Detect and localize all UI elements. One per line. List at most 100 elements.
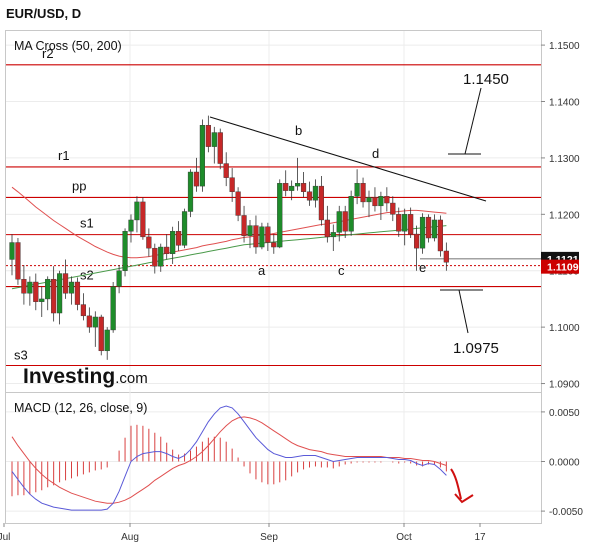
lower-target-pointer [458,289,469,334]
candle [33,273,39,311]
candle [39,286,45,317]
candle-body [348,196,354,232]
candle-body [80,304,87,317]
candle [384,187,390,212]
axes: 1.15001.14001.13001.12001.11001.10001.09… [0,41,583,543]
macd-panel [11,405,447,511]
candle [318,175,325,226]
current-price-tag-text: 1.1109 [547,262,579,274]
candle [15,238,21,285]
candle-body [235,191,241,216]
candle [92,311,98,347]
macd-panel-frame [5,392,542,524]
candle-body [217,132,223,164]
candle [235,187,241,222]
candle [193,157,200,192]
candle-body [110,286,116,331]
candle-body [318,185,325,221]
upper-target-label: 1.1450 [463,71,509,88]
candle-body [205,124,211,147]
candle-body [122,231,128,271]
candle-body [277,183,283,248]
candle-body [247,225,253,236]
candle [98,314,104,356]
price-axis-label: 1.0900 [549,380,580,391]
candle [122,228,128,277]
price-axis-label: 1.1500 [549,41,580,52]
candle [277,179,283,249]
candle-body [330,232,336,238]
candle [74,277,81,311]
candle-body [324,219,330,238]
candle-body [271,242,277,248]
candle [265,222,271,251]
candle-body [223,163,229,178]
candle [348,190,354,236]
candle [170,226,176,264]
pivot-label-s1: s1 [80,216,94,231]
candle-body [295,183,301,187]
candle [431,214,438,242]
candle-body [390,202,396,215]
candle-body [140,201,146,238]
pivot-label-r1: r1 [58,148,70,163]
candle [414,225,420,271]
candle-body [259,226,265,248]
candle [223,152,229,187]
candle-body [366,197,372,203]
candle [336,205,342,242]
candle-body [372,197,378,207]
candle-body [146,236,152,249]
candle-body [57,273,63,314]
candle [354,169,360,205]
candle-body [306,191,313,201]
candle-body [68,281,75,294]
candle-body [33,281,39,302]
candle [247,219,253,249]
candle-body [116,270,122,287]
candle [324,205,330,243]
candle-body [175,231,182,246]
macd-signal-line [11,416,447,504]
candle [68,276,75,305]
candle [437,215,444,257]
time-axis-label: Sep [260,532,278,543]
candle [175,221,182,251]
time-axis-label: 17 [474,532,486,543]
candle-body [39,298,45,302]
candle-body [98,316,104,352]
candle-body [193,171,200,187]
candle [295,157,301,191]
candle-body [134,201,140,221]
candle [443,242,449,271]
candle-body [300,183,307,192]
candle-body [283,183,289,191]
candle [140,197,146,240]
sma50-line [11,186,447,259]
candle-body [170,231,176,255]
brand-logo: Investing.com [23,365,148,388]
pivot-label-r2: r2 [42,46,54,61]
candle [45,276,51,311]
candle [229,168,235,202]
candle [116,265,122,294]
candle [283,170,289,197]
candle-body [360,183,366,203]
candles [9,115,449,360]
candle-body [408,214,414,235]
price-axis-label: 1.1400 [549,98,580,109]
candle-body [74,281,81,305]
candle [199,119,206,192]
candle-body [181,211,188,246]
candle [187,169,194,218]
moving-averages [11,186,447,290]
candle-body [289,185,295,191]
candle-body [336,211,342,233]
price-axis-label: 1.1200 [549,210,580,221]
candle [51,266,57,322]
candle [402,208,408,246]
candle-body [128,219,134,232]
macd-line [11,405,447,511]
